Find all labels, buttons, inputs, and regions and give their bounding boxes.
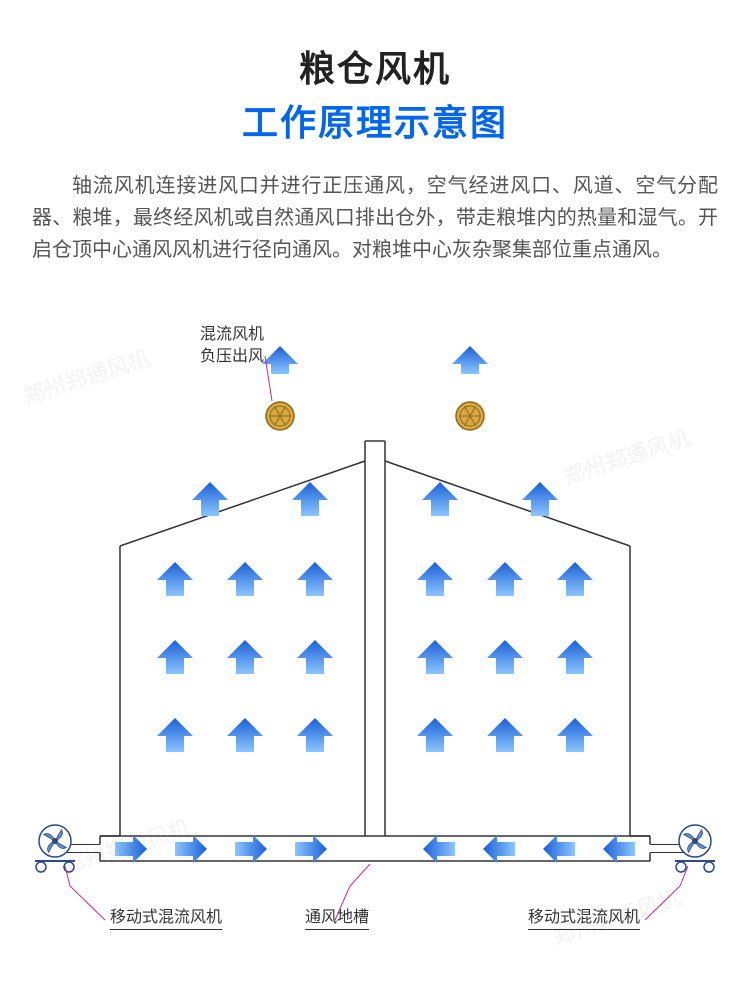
title-header: 粮仓风机 工作原理示意图 bbox=[0, 0, 750, 146]
label-top-2: 负压出风 bbox=[200, 346, 264, 368]
label-bottom-left: 移动式混流风机 bbox=[110, 903, 222, 930]
diagram-svg bbox=[0, 286, 750, 986]
label-top-1: 混流风机 bbox=[200, 324, 264, 346]
top-fan-labels: 混流风机 负压出风 bbox=[200, 324, 264, 369]
diagram-container: 混流风机 负压出风 移动式混流风机 通风地槽 移动式混流风机 bbox=[0, 286, 750, 986]
title-line-2: 工作原理示意图 bbox=[0, 94, 750, 146]
label-bottom-center: 通风地槽 bbox=[305, 903, 369, 930]
title-line-1: 粮仓风机 bbox=[0, 40, 750, 92]
label-bottom-right: 移动式混流风机 bbox=[528, 903, 640, 930]
description-text: 轴流风机连接进风口并进行正压通风，空气经进风口、风道、空气分配器、粮堆，最终经风… bbox=[0, 146, 750, 266]
